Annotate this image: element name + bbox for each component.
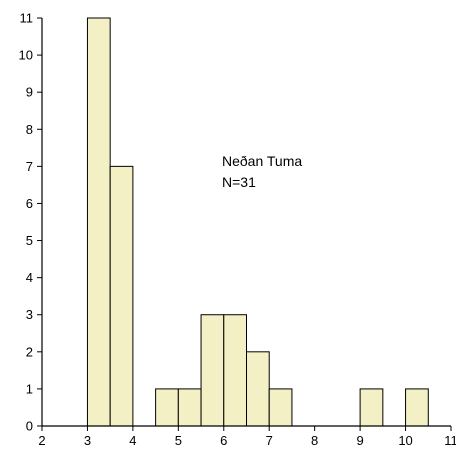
- annotation-n: N=31: [222, 174, 256, 190]
- x-tick-label-9: 9: [356, 433, 363, 448]
- y-tick-label-2: 2: [26, 344, 33, 359]
- bars-group: [86, 17, 429, 427]
- y-tick-label-11: 11: [20, 11, 34, 26]
- y-tick-label-9: 9: [26, 85, 33, 100]
- x-tick-label-6: 6: [220, 433, 227, 448]
- bar-6: [246, 351, 270, 427]
- y-tick-label-1: 1: [26, 381, 33, 396]
- annotation-title: Neðan Tuma: [222, 153, 302, 169]
- y-tick-label-8: 8: [26, 122, 33, 137]
- x-tick-label-2: 2: [38, 433, 45, 448]
- y-tick-label-6: 6: [26, 196, 33, 211]
- bar-5: [223, 314, 247, 427]
- x-tick-label-8: 8: [311, 433, 318, 448]
- y-tick-label-3: 3: [26, 307, 33, 322]
- x-tick-label-10: 10: [398, 433, 412, 448]
- x-tick-label-4: 4: [129, 433, 136, 448]
- y-tick-label-10: 10: [19, 48, 33, 63]
- y-tick-label-7: 7: [26, 159, 33, 174]
- y-ticks-group: 0 1 2 3 4 5 6 7 8 9 10 11: [19, 11, 42, 434]
- x-tick-label-3: 3: [84, 433, 91, 448]
- bar-9: [405, 388, 429, 427]
- bar-1: [109, 165, 134, 427]
- y-tick-label-0: 0: [26, 419, 33, 434]
- x-tick-label-5: 5: [175, 433, 182, 448]
- x-ticks-group: 2 3 4 5 6 7 8 9 10 11: [38, 426, 456, 448]
- y-tick-label-4: 4: [26, 270, 33, 285]
- bar-7: [268, 388, 293, 427]
- x-tick-label-7: 7: [266, 433, 273, 448]
- bar-4: [200, 314, 225, 427]
- bar-2: [155, 388, 179, 427]
- y-tick-label-5: 5: [26, 233, 33, 248]
- x-tick-label-11: 11: [444, 433, 456, 448]
- bar-8: [359, 388, 384, 427]
- axes-group: [41, 18, 451, 427]
- bar-0: [86, 17, 111, 427]
- bar-3: [177, 388, 202, 427]
